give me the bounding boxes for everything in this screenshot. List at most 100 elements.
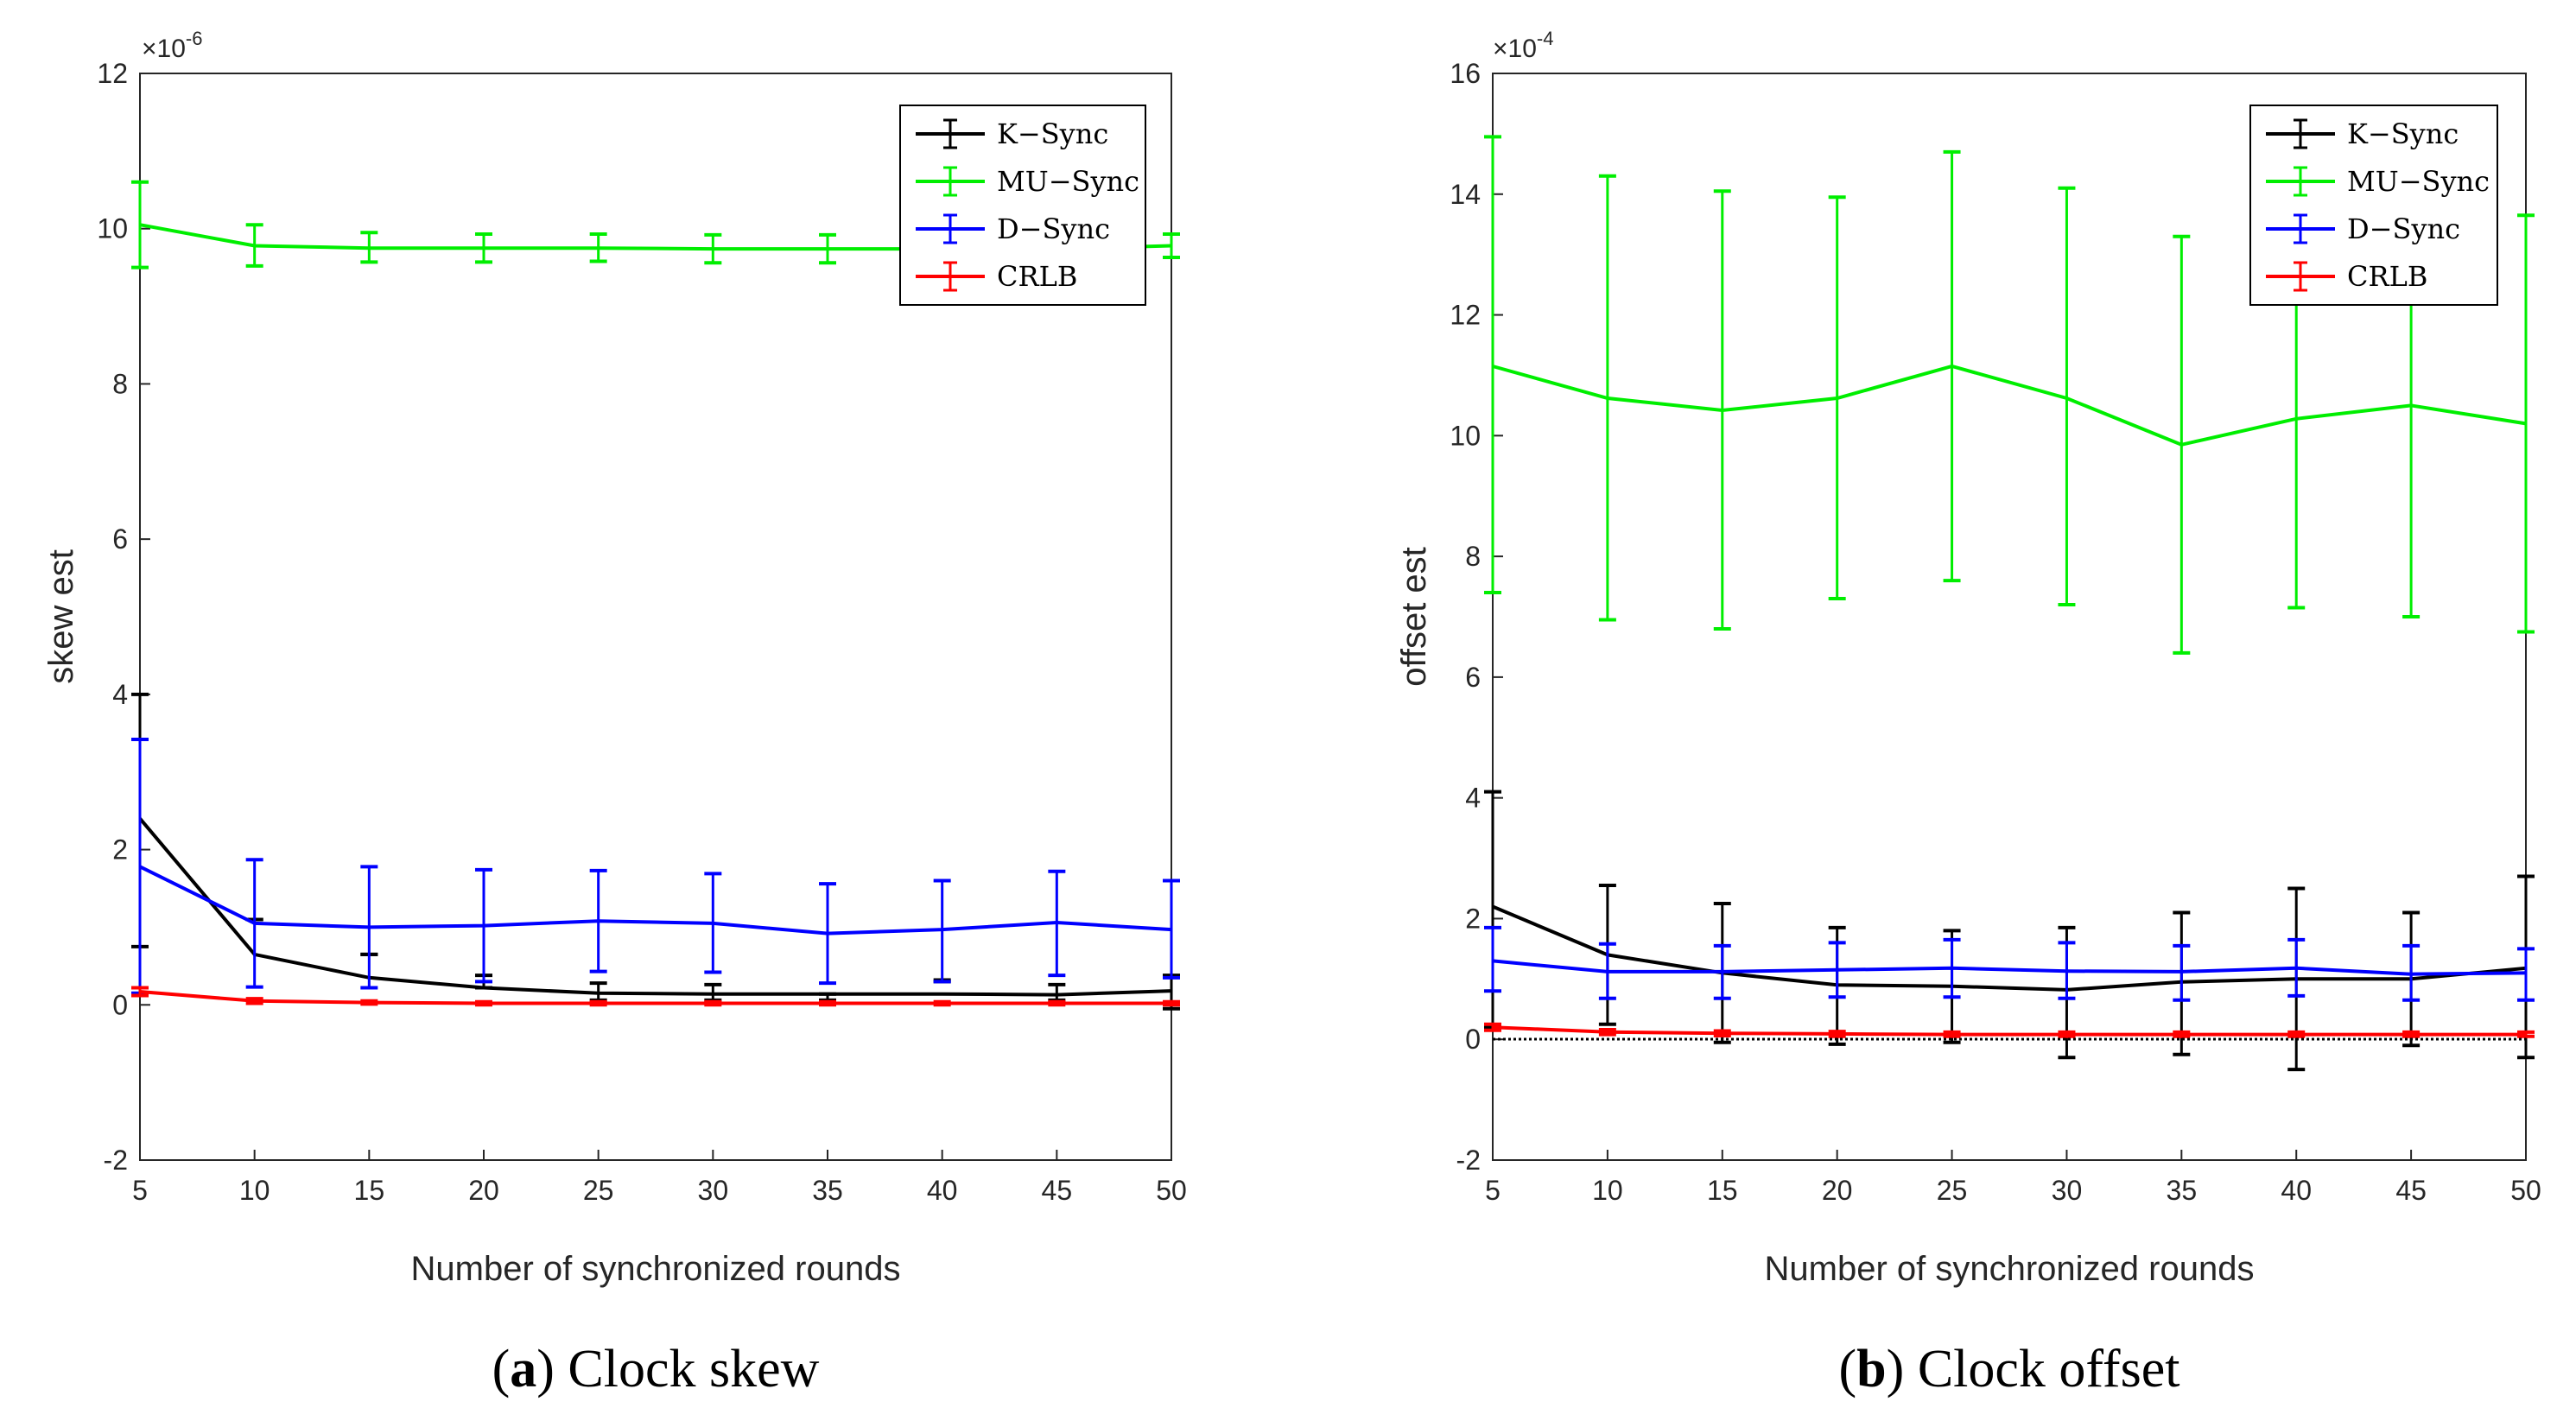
caption-b: (b) Clock offset xyxy=(1839,1340,2180,1398)
error-bar xyxy=(819,999,836,1007)
legend-entry: CRLB xyxy=(2266,260,2427,293)
series-line xyxy=(139,865,1172,935)
y-tick-label: 16 xyxy=(1450,58,1481,89)
legend-entry: D−Sync xyxy=(2266,212,2460,245)
y-tick-label: -2 xyxy=(104,1145,128,1176)
x-tick-label: 25 xyxy=(1937,1175,1968,1206)
error-bar xyxy=(2287,1030,2306,1038)
x-tick-label: 20 xyxy=(1822,1175,1853,1206)
error-bar xyxy=(2173,943,2191,1002)
x-tick-label: 45 xyxy=(2395,1175,2427,1206)
x-axis-label: Number of synchronized rounds xyxy=(1765,1250,2255,1288)
error-bar xyxy=(2517,213,2535,634)
error-bar xyxy=(704,232,722,265)
legend-entry: CRLB xyxy=(916,260,1077,293)
error-bar xyxy=(360,231,378,264)
series-line xyxy=(138,817,1172,997)
series-line xyxy=(1492,1025,2526,1037)
x-tick-label: 10 xyxy=(1592,1175,1623,1206)
error-bar xyxy=(2517,947,2535,1002)
y-tick-label: 10 xyxy=(97,213,128,244)
x-tick-label: 5 xyxy=(1485,1175,1501,1206)
error-bar xyxy=(2517,1030,2535,1038)
error-bar xyxy=(933,999,951,1007)
x-axis: 5 10 15 20 25 30 35 40 45 50 xyxy=(1485,1150,2541,1206)
error-bar xyxy=(819,232,836,265)
y-tick-label: 0 xyxy=(1465,1024,1481,1055)
y-axis-multiplier: ×10-6 xyxy=(142,28,202,63)
series-crlb xyxy=(131,986,1180,1007)
x-tick-label: 45 xyxy=(1042,1175,1073,1206)
error-bar xyxy=(1048,869,1066,978)
y-axis-label: offset est xyxy=(1395,547,1433,687)
error-bar xyxy=(1713,189,1731,631)
series-line xyxy=(1492,364,2527,447)
error-bar xyxy=(1828,1030,1846,1038)
x-tick-label: 50 xyxy=(1156,1175,1187,1206)
legend-label: MU−Sync xyxy=(2347,165,2490,198)
y-axis: -2 0 2 4 6 8 10 12 14 16 xyxy=(1450,58,1503,1176)
legend: K−Sync MU−Sync D−Sync CRLB xyxy=(2249,105,2498,306)
error-bar xyxy=(2058,1030,2076,1038)
x-tick-label: 35 xyxy=(812,1175,843,1206)
x-axis-label: Number of synchronized rounds xyxy=(411,1250,901,1288)
x-tick-label: 50 xyxy=(2510,1175,2541,1206)
x-tick-label: 5 xyxy=(132,1175,148,1206)
error-bar xyxy=(1598,1028,1616,1037)
error-bar xyxy=(589,232,607,263)
y-tick-label: 14 xyxy=(1450,179,1481,210)
y-axis-multiplier: ×10-4 xyxy=(1493,28,1553,63)
error-bar xyxy=(2058,941,2076,1000)
legend-entry: MU−Sync xyxy=(916,165,1139,198)
x-tick-label: 15 xyxy=(1707,1175,1738,1206)
error-bar xyxy=(1828,195,1846,601)
series-layer xyxy=(1484,135,2535,1072)
error-bar xyxy=(1163,878,1180,980)
error-bar xyxy=(2287,937,2306,998)
chart-panel-offset: -2 0 2 4 6 8 10 12 14 16 5 10 15 20 25 30 35 40 45 50 ×10-… xyxy=(1395,28,2541,1398)
error-bar xyxy=(1943,937,1961,999)
error-bar xyxy=(245,997,263,1005)
legend-label: K−Sync xyxy=(2347,117,2459,150)
error-bar xyxy=(1163,232,1180,259)
legend-label: K−Sync xyxy=(997,117,1108,150)
y-tick-label: 2 xyxy=(112,834,128,866)
legend-entry: K−Sync xyxy=(916,117,1108,150)
error-bar xyxy=(360,999,378,1006)
legend-entry: MU−Sync xyxy=(2266,165,2490,198)
y-tick-label: 4 xyxy=(112,679,128,710)
error-bar xyxy=(245,223,263,268)
y-axis-label: skew est xyxy=(42,549,80,684)
x-tick-label: 35 xyxy=(2167,1175,2198,1206)
series-dsync xyxy=(131,737,1180,995)
error-bar xyxy=(475,867,492,984)
series-crlb xyxy=(1484,1022,2535,1038)
error-bar xyxy=(2402,1030,2421,1038)
error-bar xyxy=(1048,999,1066,1007)
y-tick-label: 2 xyxy=(1465,903,1481,934)
x-axis: 5 10 15 20 25 30 35 40 45 50 xyxy=(132,1150,1187,1206)
error-bar xyxy=(1484,1022,1501,1032)
legend-label: D−Sync xyxy=(2347,212,2460,245)
error-bar xyxy=(819,882,836,986)
y-axis: -2 0 2 4 6 8 10 12 xyxy=(97,58,150,1176)
x-tick-label: 10 xyxy=(239,1175,270,1206)
y-tick-label: 0 xyxy=(112,989,128,1020)
error-bar xyxy=(2173,234,2191,655)
x-tick-label: 25 xyxy=(583,1175,614,1206)
legend-label: MU−Sync xyxy=(997,165,1139,198)
error-bar xyxy=(1484,925,1501,993)
y-tick-label: 8 xyxy=(1465,541,1481,572)
y-tick-label: 12 xyxy=(97,58,128,89)
error-bar xyxy=(1484,135,1501,595)
error-bar xyxy=(933,878,951,984)
y-tick-label: -2 xyxy=(1456,1145,1481,1176)
x-tick-label: 15 xyxy=(354,1175,385,1206)
x-tick-label: 20 xyxy=(468,1175,499,1206)
series-line xyxy=(1492,904,2527,992)
error-bar xyxy=(1943,1030,1961,1038)
y-tick-label: 8 xyxy=(112,368,128,399)
legend-label: D−Sync xyxy=(997,212,1110,245)
chart-panel-skew: -2 0 2 4 6 8 10 12 5 10 15 20 25 30 35 40 45 50 ×10-6 sk… xyxy=(42,28,1187,1398)
x-tick-label: 40 xyxy=(927,1175,958,1206)
